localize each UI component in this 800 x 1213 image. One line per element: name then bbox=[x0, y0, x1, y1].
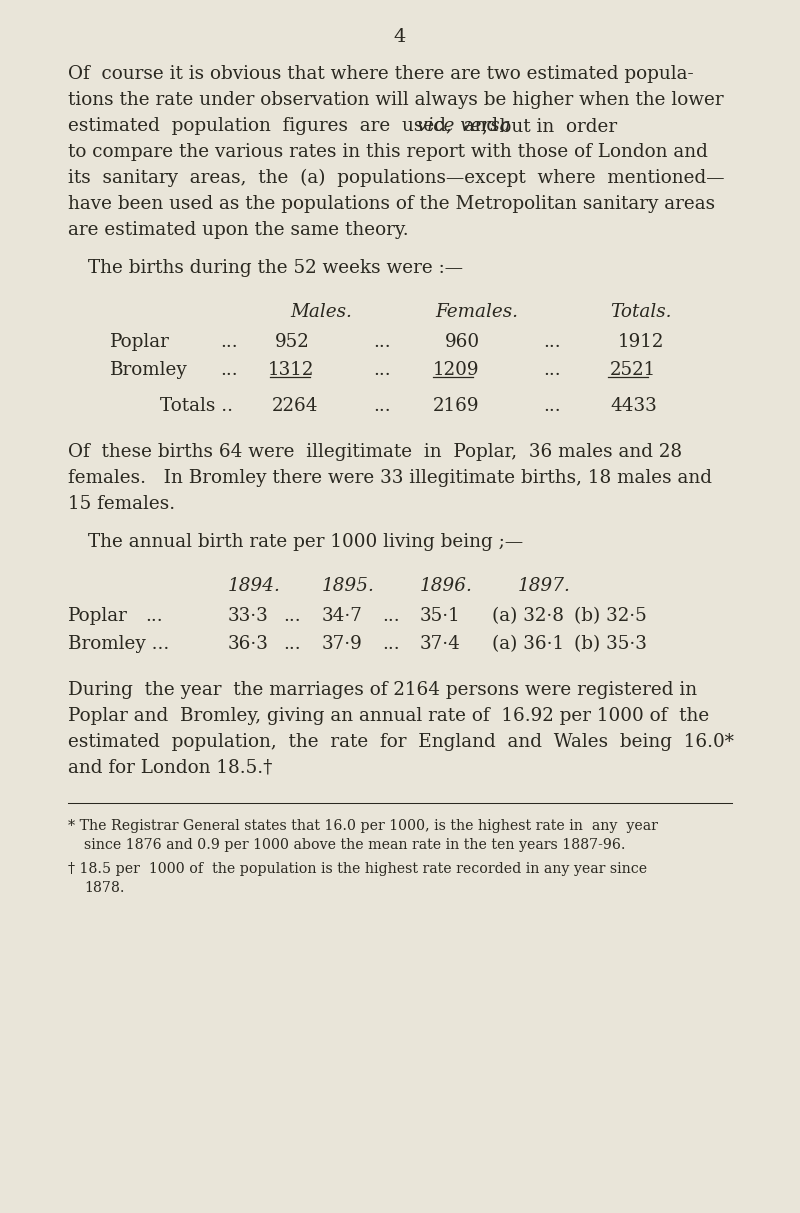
Text: 1912: 1912 bbox=[618, 334, 664, 351]
Text: estimated  population,  the  rate  for  England  and  Wales  being  16.0*: estimated population, the rate for Engla… bbox=[68, 733, 734, 751]
Text: ...: ... bbox=[543, 361, 561, 378]
Text: Bromley: Bromley bbox=[110, 361, 188, 378]
Text: 2169: 2169 bbox=[433, 397, 479, 415]
Text: to compare the various rates in this report with those of London and: to compare the various rates in this rep… bbox=[68, 143, 708, 161]
Text: its  sanitary  areas,  the  (a)  populations—except  where  mentioned—: its sanitary areas, the (a) populations—… bbox=[68, 169, 725, 187]
Text: (b) 32·5: (b) 32·5 bbox=[574, 606, 646, 625]
Text: vice versa: vice versa bbox=[417, 116, 510, 135]
Text: 1312: 1312 bbox=[268, 361, 314, 378]
Text: Of  these births 64 were  illegitimate  in  Poplar,  36 males and 28: Of these births 64 were illegitimate in … bbox=[68, 443, 682, 461]
Text: (a) 36·1: (a) 36·1 bbox=[492, 634, 564, 653]
Text: and for London 18.5.†: and for London 18.5.† bbox=[68, 759, 272, 778]
Text: † 18.5 per  1000 of  the population is the highest rate recorded in any year sin: † 18.5 per 1000 of the population is the… bbox=[68, 862, 647, 876]
Text: The annual birth rate per 1000 living being ;—: The annual birth rate per 1000 living be… bbox=[88, 533, 523, 551]
Text: Poplar and  Bromley, giving an annual rate of  16.92 per 1000 of  the: Poplar and Bromley, giving an annual rat… bbox=[68, 707, 710, 725]
Text: estimated  population  figures  are  used,  and: estimated population figures are used, a… bbox=[68, 116, 504, 135]
Text: 1894.: 1894. bbox=[228, 577, 281, 596]
Text: ,  but in  order: , but in order bbox=[482, 116, 617, 135]
Text: ...: ... bbox=[373, 397, 390, 415]
Text: * The Registrar General states that 16.0 per 1000, is the highest rate in  any  : * The Registrar General states that 16.0… bbox=[68, 819, 658, 833]
Text: ...: ... bbox=[373, 334, 390, 351]
Text: Poplar: Poplar bbox=[110, 334, 170, 351]
Text: 37·4: 37·4 bbox=[420, 634, 461, 653]
Text: ...: ... bbox=[220, 334, 238, 351]
Text: 952: 952 bbox=[275, 334, 310, 351]
Text: 36·3: 36·3 bbox=[228, 634, 269, 653]
Text: (b) 35·3: (b) 35·3 bbox=[574, 634, 647, 653]
Text: 1878.: 1878. bbox=[84, 881, 125, 895]
Text: Bromley ...: Bromley ... bbox=[68, 634, 170, 653]
Text: Of  course it is obvious that where there are two estimated popula-: Of course it is obvious that where there… bbox=[68, 66, 694, 82]
Text: 1895.: 1895. bbox=[322, 577, 375, 596]
Text: Totals.: Totals. bbox=[610, 303, 671, 321]
Text: ...: ... bbox=[543, 334, 561, 351]
Text: ...: ... bbox=[382, 606, 400, 625]
Text: ...: ... bbox=[382, 634, 400, 653]
Text: Females.: Females. bbox=[435, 303, 518, 321]
Text: tions the rate under observation will always be higher when the lower: tions the rate under observation will al… bbox=[68, 91, 724, 109]
Text: The births during the 52 weeks were :—: The births during the 52 weeks were :— bbox=[88, 260, 463, 277]
Text: 33·3: 33·3 bbox=[228, 606, 269, 625]
Text: 2521: 2521 bbox=[610, 361, 656, 378]
Text: ...: ... bbox=[283, 634, 301, 653]
Text: 34·7: 34·7 bbox=[322, 606, 363, 625]
Text: are estimated upon the same theory.: are estimated upon the same theory. bbox=[68, 221, 409, 239]
Text: 15 females.: 15 females. bbox=[68, 495, 175, 513]
Text: 35·1: 35·1 bbox=[420, 606, 461, 625]
Text: ...: ... bbox=[220, 361, 238, 378]
Text: Totals ..: Totals .. bbox=[160, 397, 233, 415]
Text: have been used as the populations of the Metropolitan sanitary areas: have been used as the populations of the… bbox=[68, 195, 715, 213]
Text: ...: ... bbox=[543, 397, 561, 415]
Text: since 1876 and 0.9 per 1000 above the mean rate in the ten years 1887-96.: since 1876 and 0.9 per 1000 above the me… bbox=[84, 838, 626, 852]
Text: 4433: 4433 bbox=[610, 397, 657, 415]
Text: 960: 960 bbox=[445, 334, 480, 351]
Text: 1896.: 1896. bbox=[420, 577, 473, 596]
Text: ...: ... bbox=[373, 361, 390, 378]
Text: ...: ... bbox=[283, 606, 301, 625]
Text: 4: 4 bbox=[394, 28, 406, 46]
Text: (a) 32·8: (a) 32·8 bbox=[492, 606, 564, 625]
Text: 1897.: 1897. bbox=[518, 577, 571, 596]
Text: 37·9: 37·9 bbox=[322, 634, 362, 653]
Text: females.   In Bromley there were 33 illegitimate births, 18 males and: females. In Bromley there were 33 illegi… bbox=[68, 469, 712, 486]
Text: 2264: 2264 bbox=[272, 397, 318, 415]
Text: Males.: Males. bbox=[290, 303, 352, 321]
Text: ...: ... bbox=[145, 606, 162, 625]
Text: During  the year  the marriages of 2164 persons were registered in: During the year the marriages of 2164 pe… bbox=[68, 680, 697, 699]
Text: 1209: 1209 bbox=[433, 361, 479, 378]
Text: Poplar: Poplar bbox=[68, 606, 128, 625]
